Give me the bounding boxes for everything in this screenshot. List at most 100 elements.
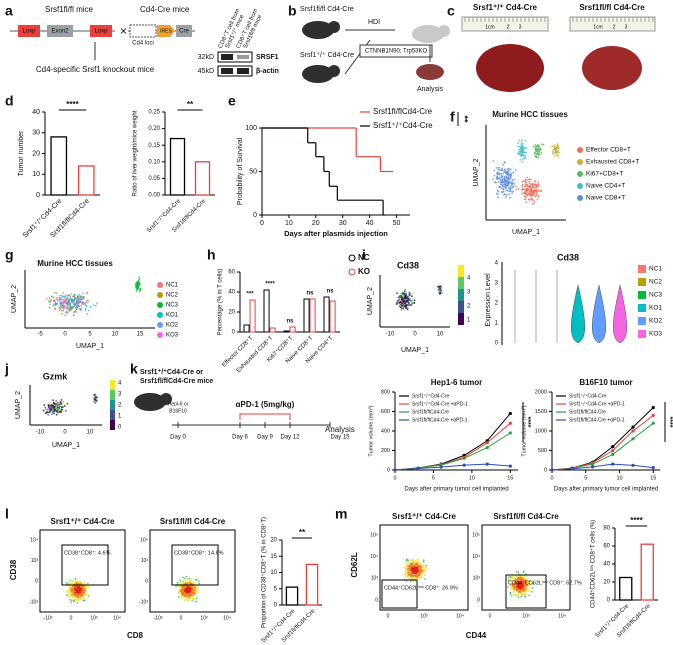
cell-point: [80, 593, 82, 596]
panel-label: a: [5, 3, 13, 19]
cell-point: [79, 295, 81, 297]
cell-point: [68, 595, 71, 598]
cell-point: [84, 307, 87, 310]
series-line: [394, 463, 511, 471]
cell-point: [44, 407, 47, 410]
cell-point: [537, 143, 540, 146]
tick-label: 0: [118, 425, 122, 431]
y-tick-label: 60: [603, 544, 610, 550]
cell-point: [400, 308, 403, 311]
cell-point: [517, 151, 520, 153]
cell-point: [535, 193, 538, 196]
cell-point: [553, 144, 556, 147]
cell-point: [186, 595, 189, 598]
cell-point: [397, 299, 400, 302]
cell-point: [57, 409, 60, 412]
cell-point: [75, 303, 78, 305]
cell-point: [139, 289, 142, 292]
point: [611, 448, 615, 453]
blot-band: [221, 68, 233, 74]
loxp-box: [18, 25, 40, 37]
y-tick-label: 100: [245, 125, 257, 132]
cell-point: [64, 295, 66, 298]
cell-point: [508, 582, 511, 585]
cell-point: [76, 586, 79, 588]
cell-point: [66, 304, 69, 307]
tick-label: 0: [70, 615, 73, 621]
cell-point: [423, 570, 425, 572]
bar: [283, 330, 290, 333]
point: [651, 406, 655, 410]
cell-point: [59, 294, 61, 297]
cell-point: [175, 585, 177, 587]
colorbar: [458, 313, 464, 325]
cell-point: [74, 304, 77, 307]
label: Srsf1⁺/⁺ Cd4-Cre: [300, 52, 354, 59]
cell-point: [519, 150, 521, 152]
cell-point: [505, 195, 508, 198]
cell-point: [533, 180, 536, 183]
cell-point: [498, 169, 501, 171]
bar: [619, 576, 633, 601]
tick-label: 10⁴: [558, 613, 566, 619]
cell-point: [522, 585, 525, 588]
cell-point: [531, 582, 534, 585]
axis-label: Tumor number: [18, 130, 25, 176]
cell-point: [64, 294, 67, 297]
colorbar: [110, 420, 115, 430]
cell-point: [188, 588, 190, 590]
cell-point: [72, 583, 74, 585]
axis-label: CD62L: [350, 552, 359, 577]
cell-point: [193, 592, 196, 594]
flow-frame: [481, 524, 571, 611]
plot-title: Murine HCC tissues: [37, 259, 113, 268]
cell-point: [76, 593, 78, 596]
cell-point: [517, 576, 520, 579]
legend-label: KO1: [166, 313, 179, 319]
gate: [61, 544, 109, 586]
cell-point: [535, 189, 537, 192]
cell-point: [60, 298, 63, 301]
cell-point: [524, 192, 527, 194]
cell-point: [417, 558, 419, 560]
cell-point: [404, 302, 407, 305]
cell-point: [75, 595, 78, 597]
tick-label: 3: [467, 290, 471, 296]
cell-point: [530, 196, 533, 199]
cell-point: [509, 178, 512, 181]
cell-point: [416, 577, 418, 580]
cell-point: [509, 586, 512, 588]
cell-point: [74, 577, 77, 580]
cell-point: [528, 193, 531, 196]
cell-point: [533, 151, 536, 154]
cell-point: [507, 586, 509, 588]
cell-point: [515, 578, 517, 580]
significance: ns: [306, 291, 314, 297]
cell-point: [413, 580, 416, 583]
gate-label: CD44⁺CD62Lˡᵒʷ CD8⁺: 62.7%: [508, 579, 582, 586]
y-tick-label: 0.05: [148, 176, 160, 182]
mouse: [412, 25, 444, 43]
cell-point: [535, 192, 538, 194]
cell-point: [138, 281, 140, 284]
dose-bracket: [239, 413, 291, 420]
cell-point: [410, 304, 413, 307]
cell-point: [406, 559, 409, 562]
cell-point: [402, 291, 405, 294]
cell-point: [73, 293, 76, 296]
tick-label: 10⁵: [472, 532, 480, 538]
cell-point: [136, 288, 139, 291]
cell-point: [507, 177, 509, 179]
cell-point: [552, 148, 555, 151]
cell-point: [80, 301, 83, 304]
cell-point: [185, 575, 187, 578]
cell-point: [500, 169, 502, 172]
cell-point: [520, 192, 523, 195]
cell-point: [78, 293, 80, 296]
cell-point: [52, 399, 54, 401]
cell-point: [415, 564, 418, 567]
cell-point: [178, 590, 181, 593]
cell-point: [511, 179, 514, 182]
y-tick-label: 400: [381, 428, 390, 434]
